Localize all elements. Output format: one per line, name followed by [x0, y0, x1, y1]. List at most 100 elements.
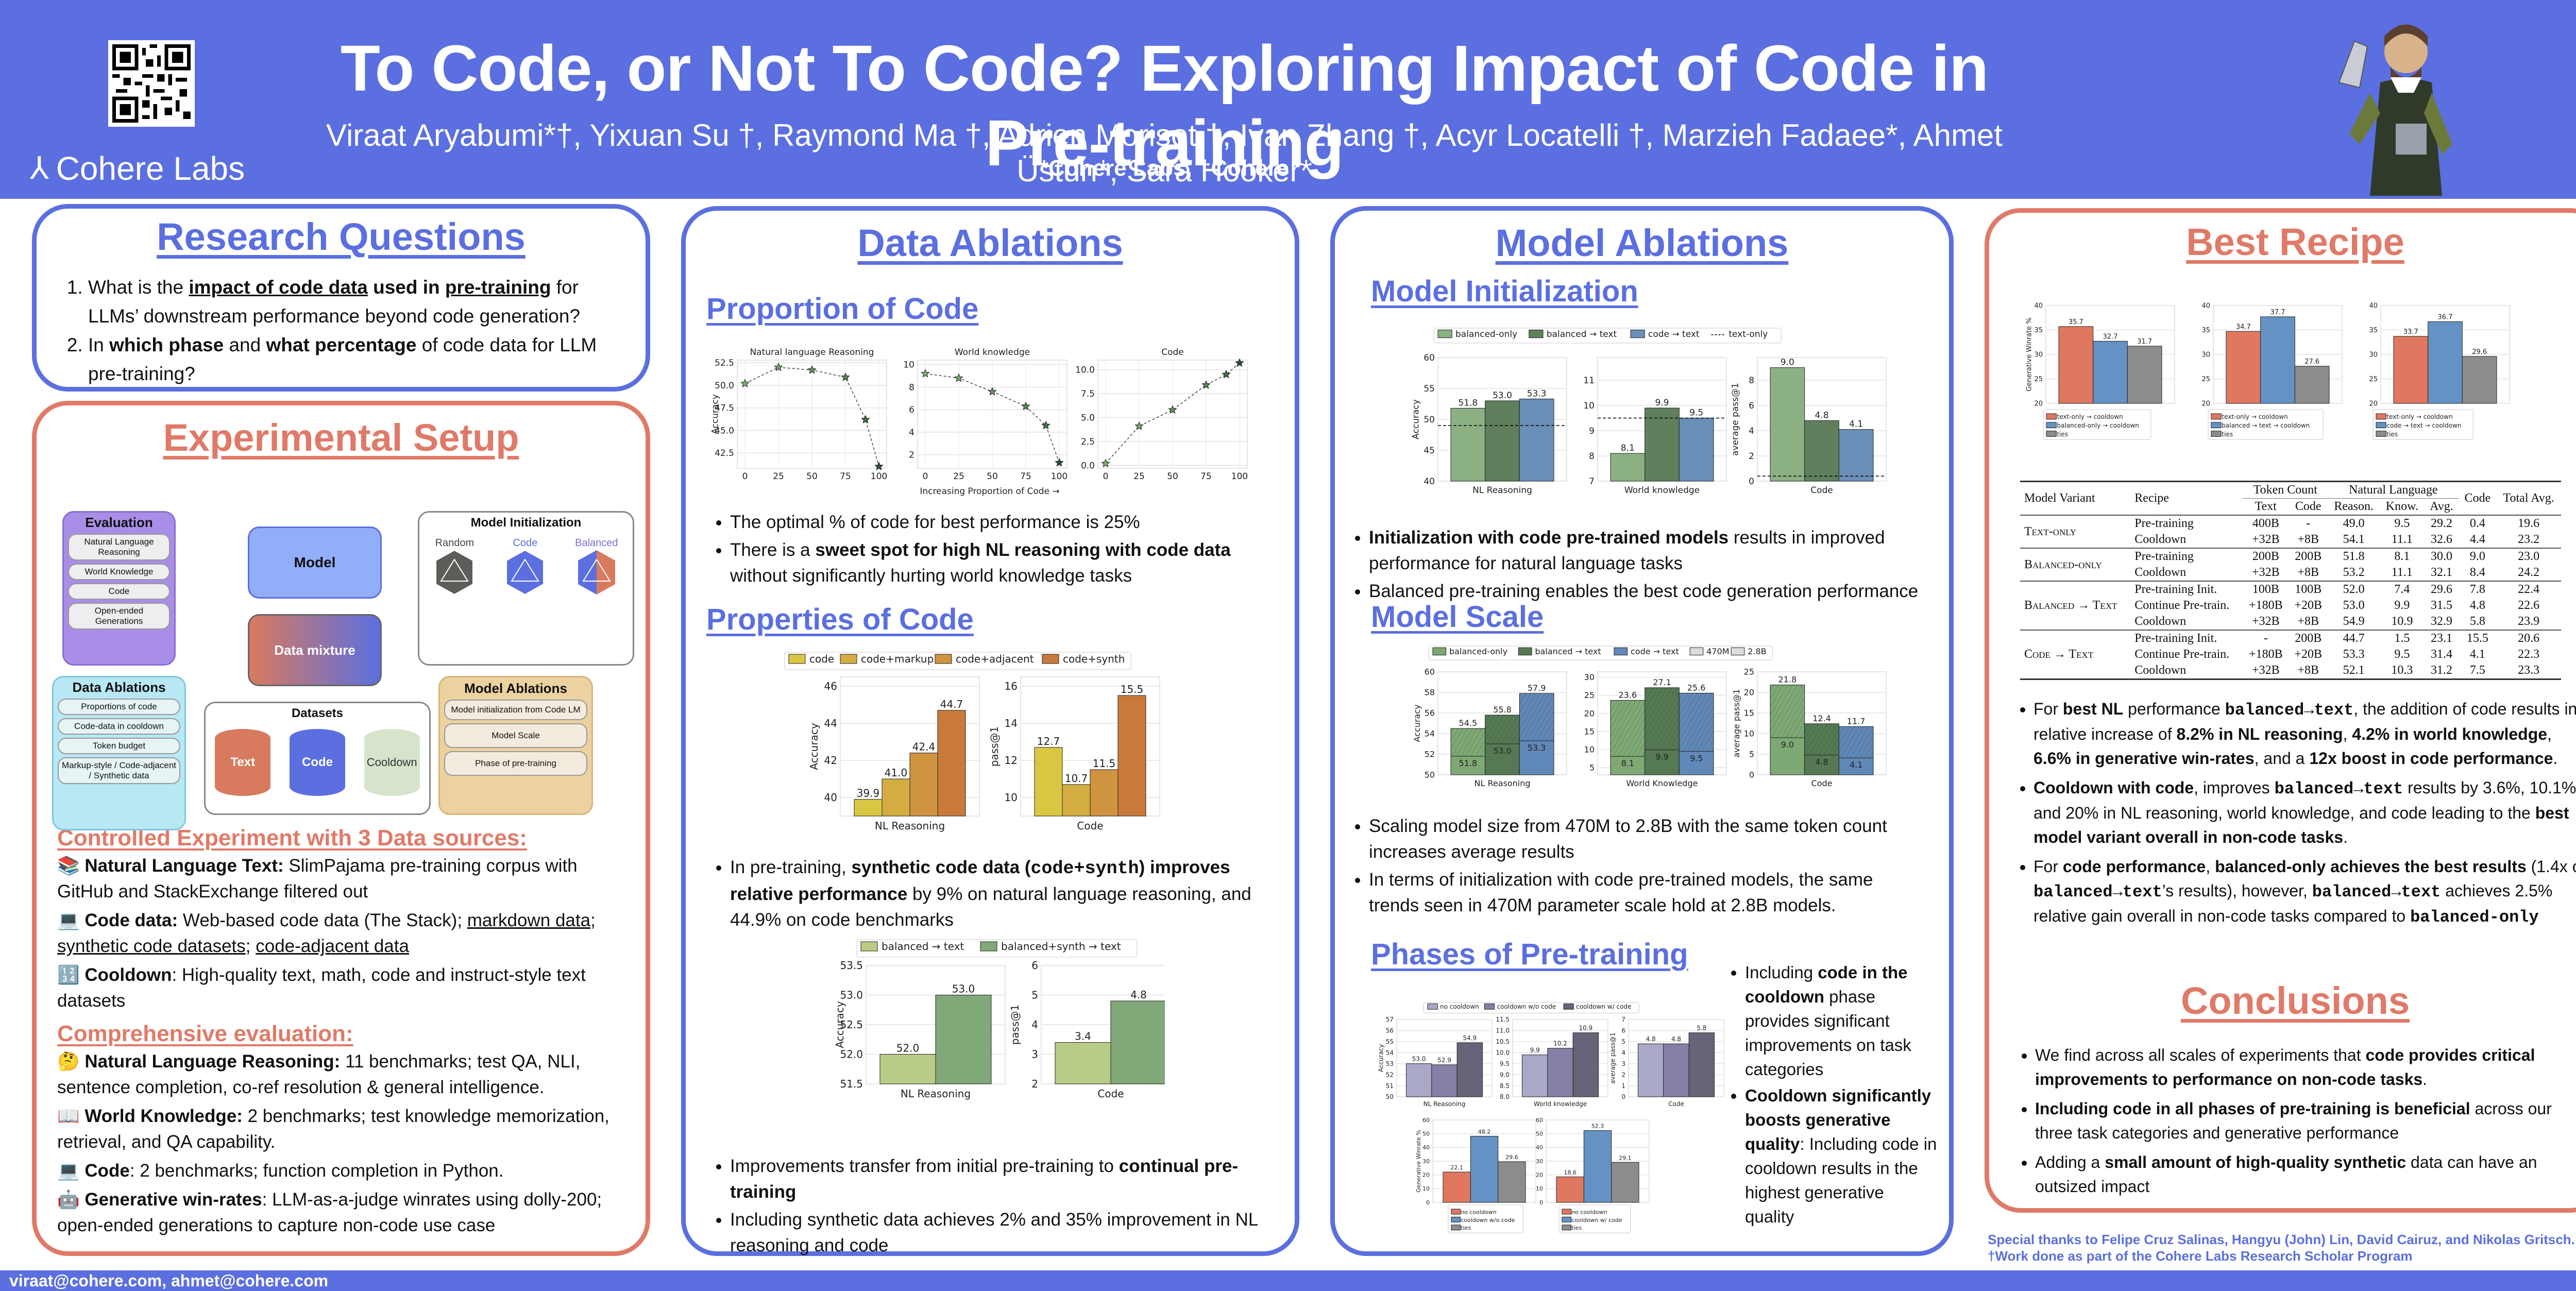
y-tick-label: 8.5: [1500, 1082, 1510, 1090]
table-cell: 29.6: [2424, 581, 2459, 598]
legend-label: ties: [2386, 431, 2398, 438]
y-tick-label: 10.0: [1075, 365, 1095, 376]
y-tick-label: 53.0: [840, 989, 863, 1001]
y-axis-label: Generative Winrate %: [2025, 317, 2033, 391]
table-row: Code → Text Pre-training Init. -200B 44.7 1.…: [2020, 630, 2561, 680]
table-cell: 1.5: [2380, 630, 2425, 647]
y-tick-label: 50: [1386, 1093, 1394, 1100]
bar: [909, 753, 938, 817]
table-cell: 32.6: [2431, 533, 2453, 546]
table-cell: 100B: [2289, 581, 2328, 598]
phases-title: Phases of Pre-training: [1371, 938, 1688, 971]
y-tick-label: 25: [2034, 376, 2043, 383]
y-tick-label: 30: [1584, 672, 1595, 682]
bar: [1838, 429, 1874, 482]
legend-label: ties: [2057, 431, 2068, 438]
x-category-label: Code: [1668, 1100, 1684, 1108]
bullet: The optimal % of code for best performan…: [730, 509, 1273, 535]
x-category-label: NL Reasoning: [1472, 485, 1532, 496]
bullet: Cooldown with code, improves balanced→te…: [2033, 776, 2576, 850]
x-category-label: Code: [1077, 820, 1103, 832]
y-tick-label: 15: [1584, 726, 1595, 736]
table-cell: 22.6: [2518, 599, 2540, 612]
y-tick-label: 55: [1386, 1038, 1394, 1045]
table-cell: 9.5: [2394, 648, 2410, 661]
bar-value-label: 37.7: [2270, 309, 2285, 316]
y-axis-label: Accuracy: [808, 723, 820, 770]
legend-swatch: [788, 654, 806, 664]
bar: [1583, 1130, 1612, 1203]
bar-value-label: 4.8: [1646, 1035, 1656, 1043]
code-adjacent-data-link[interactable]: code-adjacent data: [256, 936, 409, 956]
markdown-data-link[interactable]: markdown data: [467, 910, 591, 930]
bar: [2127, 346, 2162, 404]
table-cell: 23.0: [2496, 548, 2561, 565]
bar-value-label: 39.9: [857, 787, 880, 800]
y-tick-label: 45.0: [715, 426, 734, 436]
bar-value-label: 21.8: [1778, 675, 1797, 685]
y-tick-label: 10: [1584, 744, 1595, 754]
synthetic-code-datasets-link[interactable]: synthetic code datasets: [57, 936, 246, 956]
model-variant-cell: Code → Text: [2020, 630, 2131, 680]
contact-emails[interactable]: viraat@cohere.com, ahmet@cohere.com: [9, 1271, 329, 1290]
bar-value-label: 35.7: [2069, 318, 2083, 326]
legend-box: [2372, 409, 2473, 440]
legend-swatch: [935, 654, 952, 664]
bar-value-label: 54.5: [1459, 718, 1478, 728]
cooldown-dataset-icon: Cooldown: [364, 729, 420, 796]
model-variant-cell: Balanced → Text: [2020, 581, 2131, 630]
bar: [1431, 1064, 1458, 1097]
legend-label: no cooldown: [1461, 1209, 1496, 1215]
setup-diagram: Evaluation Natural Language Reasoning Wo…: [52, 485, 634, 830]
y-tick-label: 40: [2201, 302, 2210, 310]
data-point-star: [874, 462, 884, 471]
table-cell: +8B: [2297, 615, 2319, 628]
legend-swatch: [2376, 413, 2386, 420]
table-row: Cooldown +32B +8B 52.1 10.3 31.2 7.5 23.3: [2020, 663, 2561, 680]
y-tick-label: 1: [1621, 1082, 1625, 1090]
y-tick-label: 57: [1386, 1016, 1394, 1023]
y-tick-label: 54: [1425, 729, 1435, 739]
y-tick-label: 20: [2369, 400, 2378, 408]
proportion-chart: Natural language Reasoning 42.5 45.0 47.5 50…: [701, 339, 1278, 499]
table-cell: 11.1: [2391, 533, 2413, 546]
legend-swatch: [2211, 422, 2222, 429]
scale-chart: balanced-only balanced → text code → text 4…: [1366, 641, 1922, 806]
bar-value-label: 48.2: [1478, 1128, 1491, 1135]
y-tick-label: 30: [1536, 1158, 1543, 1165]
legend-label: ties: [1461, 1225, 1471, 1231]
bar-value-label: 53.0: [1493, 390, 1512, 401]
evaluation-box: Evaluation Natural Language Reasoning Wo…: [62, 511, 176, 666]
results-table-wrap: Model Variant Recipe Token Count Natural…: [2020, 481, 2561, 680]
table-cell: Pre-training: [2130, 548, 2243, 565]
affiliations: *Cohere Labs, †Cohere: [1039, 156, 1290, 181]
results-table: Model Variant Recipe Token Count Natural…: [2020, 481, 2561, 680]
table-cell: 8.4: [2469, 566, 2485, 579]
bar-value-label: 12.7: [1037, 735, 1060, 748]
y-tick-label: 53: [1386, 1060, 1394, 1067]
x-tick-label: 50: [806, 471, 818, 482]
bar-value-label: 9.9: [1655, 398, 1669, 408]
y-axis-label: pass@1: [1009, 1005, 1021, 1045]
legend-swatch: [1562, 1209, 1572, 1215]
table-cell: 22.4: [2496, 581, 2561, 598]
bar-470M: [1485, 743, 1520, 775]
panel-title: Natural language Reasoning: [750, 347, 874, 358]
bar-value-label: 25.6: [1687, 683, 1706, 692]
bar-value-label: 53.0: [1493, 746, 1512, 756]
bullet: Including synthetic data achieves 2% and…: [730, 1207, 1273, 1259]
y-tick-label: 0: [1426, 1199, 1430, 1206]
y-tick-label: 11.0: [1496, 1027, 1510, 1034]
table-cell: 200B: [2289, 630, 2328, 647]
y-tick-label: 52.5: [840, 1018, 863, 1031]
research-questions-panel: Research Questions What is the impact of…: [32, 204, 650, 392]
legend-swatch: [1042, 654, 1059, 664]
table-cell: 31.2: [2431, 664, 2453, 677]
table-cell: 30.0: [2424, 548, 2459, 565]
setup-text: Controlled Experiment with 3 Data source…: [57, 825, 625, 1238]
bar: [1556, 1176, 1584, 1203]
bullet: In terms of initialization with code pre…: [1369, 867, 1912, 919]
bar-value-label: 4.8: [1671, 1035, 1681, 1043]
y-tick-label: 3: [1621, 1060, 1625, 1067]
qr-code-icon[interactable]: [108, 40, 195, 127]
